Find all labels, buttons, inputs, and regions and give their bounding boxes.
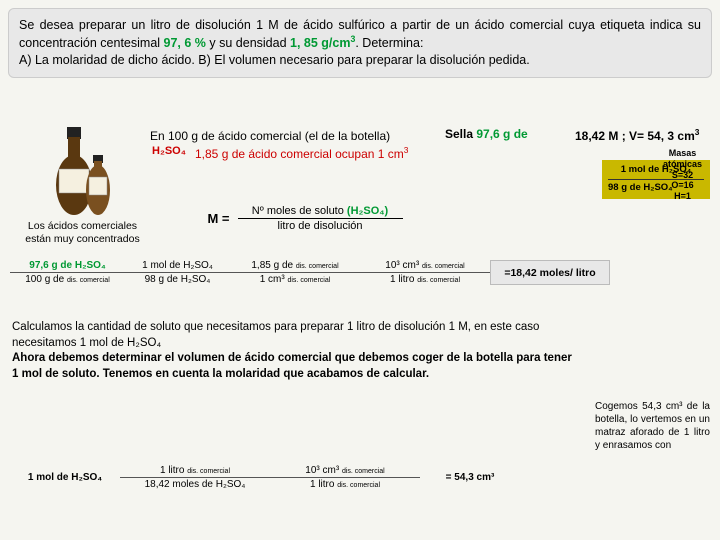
overlap-result: 18,42 M ; V= 54, 3 cm3 [575,127,699,143]
m-equals: M = [207,211,229,226]
text: En 100 g de ácido comercial (el de la bo… [150,129,390,143]
bottle-illustration: Los ácidos comerciales están muy concent… [15,125,150,246]
problem-statement: Se desea preparar un litro de disolución… [8,8,712,78]
overlap-text: Sella 97,6 g de [445,127,528,141]
density-value: 1, 85 g/cm3 [290,36,355,50]
explanation-text: Calculamos la cantidad de soluto que nec… [12,320,572,382]
calculation-chain-1: 97,6 g de H₂SO₄ 100 g de dis. comercial … [10,260,710,285]
text: A) La molaridad de dicho ácido. B) El vo… [19,53,530,67]
h2so4-label: H₂SO₄ [152,145,186,157]
percent-value: 97, 6 % [164,36,206,50]
result-2: = 54,3 cm³ [420,465,520,490]
bottle-icon [45,125,120,220]
bottle-caption: Los ácidos comerciales están muy concent… [15,220,150,246]
text: 1,85 g de ácido comercial ocupan 1 cm [195,147,404,161]
explain-p1: Calculamos la cantidad de soluto que nec… [12,320,572,351]
atomic-masses: Masas atómicas S=32 O=16 H=1 [655,148,710,202]
result-1: =18,42 moles/ litro [490,260,610,285]
text: y su densidad [206,36,290,50]
molarity-formula: M = Nº moles de soluto (H₂SO₄) litro de … [175,205,435,232]
calculation-chain-2: 1 mol de H₂SO₄ 1 litro dis. comercial 18… [10,465,710,490]
procedure-note: Cogemos 54,3 cm³ de la botella, lo verte… [595,400,710,452]
explain-p2: Ahora debemos determinar el volumen de á… [12,351,572,382]
text: . Determina: [355,36,423,50]
start-term: 1 mol de H₂SO₄ [10,465,120,490]
